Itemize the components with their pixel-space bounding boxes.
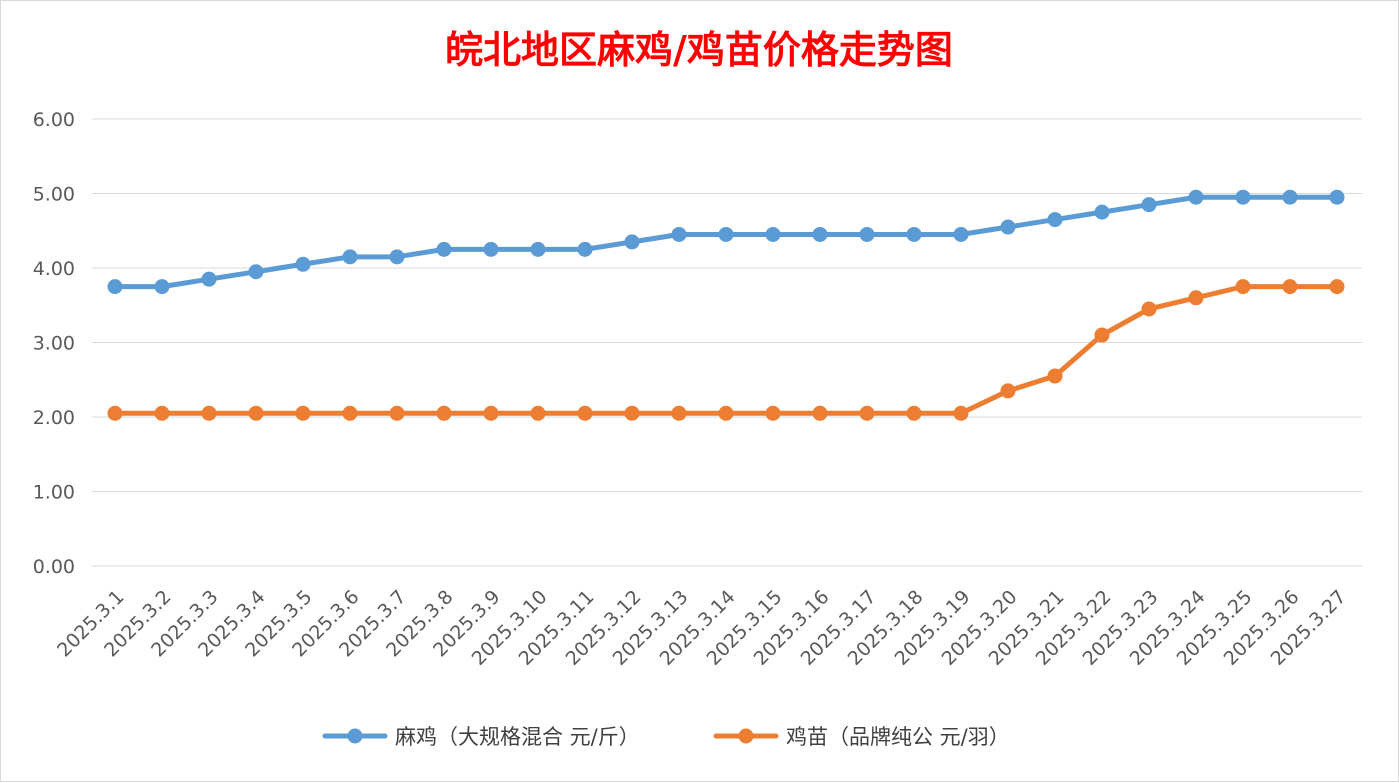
data-point	[1000, 383, 1016, 399]
data-point	[1282, 189, 1298, 205]
data-point	[248, 264, 264, 280]
data-point	[1329, 189, 1345, 205]
data-point	[436, 405, 452, 421]
data-point	[953, 226, 969, 242]
data-point	[1141, 197, 1157, 213]
y-axis-tick-labels: 0.00 1.00 2.00 3.00 4.00 5.00 6.00	[33, 109, 75, 578]
data-point	[389, 405, 405, 421]
data-point	[1235, 189, 1251, 205]
data-point	[530, 405, 546, 421]
data-point	[765, 405, 781, 421]
legend-marker	[738, 728, 754, 744]
legend: 麻鸡（大规格混合 元/斤） 鸡苗（品牌纯公 元/羽）	[322, 725, 1010, 749]
data-point	[718, 405, 734, 421]
y-tick-label: 2.00	[33, 407, 75, 429]
data-point	[1047, 212, 1063, 228]
data-point	[671, 405, 687, 421]
data-point	[812, 405, 828, 421]
data-point	[201, 405, 217, 421]
data-point	[1188, 290, 1204, 306]
data-point	[342, 249, 358, 265]
data-point	[248, 405, 264, 421]
y-tick-label: 3.00	[33, 333, 75, 355]
legend-label: 鸡苗（品牌纯公 元/羽）	[786, 725, 1010, 749]
legend-label: 麻鸡（大规格混合 元/斤）	[395, 725, 640, 749]
chart-title: 皖北地区麻鸡/鸡苗价格走势图	[445, 27, 953, 72]
data-point	[295, 405, 311, 421]
data-point	[201, 271, 217, 287]
data-point	[1329, 279, 1345, 295]
data-point	[342, 405, 358, 421]
y-tick-label: 1.00	[33, 482, 75, 504]
data-point	[1141, 301, 1157, 317]
data-point	[1094, 327, 1110, 343]
data-point	[1047, 368, 1063, 384]
data-point	[483, 241, 499, 257]
data-point	[812, 226, 828, 242]
data-point	[765, 226, 781, 242]
data-point	[107, 405, 123, 421]
y-tick-label: 5.00	[33, 184, 75, 206]
data-point	[577, 241, 593, 257]
y-tick-label: 6.00	[33, 109, 75, 131]
y-tick-label: 0.00	[33, 556, 75, 578]
data-point	[624, 405, 640, 421]
data-point	[906, 226, 922, 242]
data-point	[1235, 279, 1251, 295]
series-group	[107, 189, 1345, 295]
data-point	[859, 405, 875, 421]
data-point	[154, 279, 170, 295]
data-point	[671, 226, 687, 242]
data-point	[295, 256, 311, 272]
data-point	[1188, 189, 1204, 205]
data-point	[1094, 204, 1110, 220]
y-tick-label: 4.00	[33, 258, 75, 280]
data-point	[953, 405, 969, 421]
data-point	[577, 405, 593, 421]
data-point	[530, 241, 546, 257]
data-point	[1000, 219, 1016, 235]
data-point	[483, 405, 499, 421]
data-point	[154, 405, 170, 421]
data-point	[436, 241, 452, 257]
data-point	[1282, 279, 1298, 295]
data-point	[107, 279, 123, 295]
legend-entry: 麻鸡（大规格混合 元/斤）	[322, 725, 640, 749]
data-point	[906, 405, 922, 421]
series-layer	[107, 189, 1345, 421]
data-point	[859, 226, 875, 242]
series-group	[107, 279, 1345, 421]
legend-marker	[347, 728, 363, 744]
data-point	[718, 226, 734, 242]
data-point	[624, 234, 640, 250]
legend-entry: 鸡苗（品牌纯公 元/羽）	[713, 725, 1010, 749]
data-point	[389, 249, 405, 265]
